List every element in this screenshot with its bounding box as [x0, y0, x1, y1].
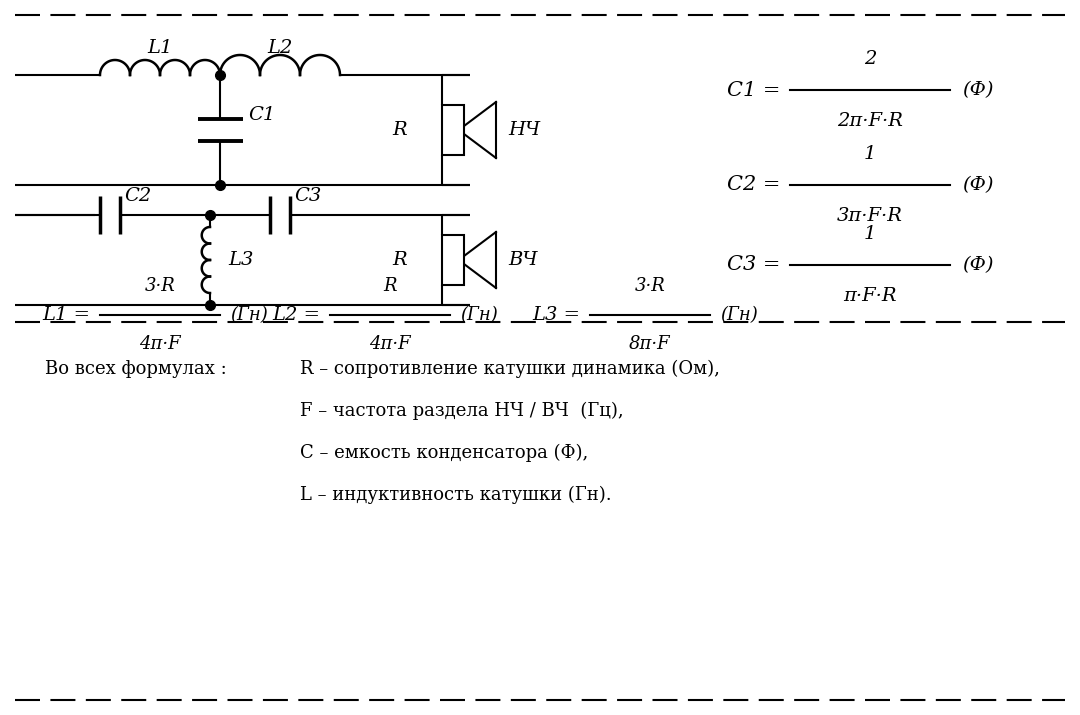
Text: R: R	[393, 251, 407, 269]
Text: ВЧ: ВЧ	[508, 251, 538, 269]
Bar	[442, 105, 464, 155]
Text: R – сопротивление катушки динамика (Ом),: R – сопротивление катушки динамика (Ом),	[300, 360, 720, 378]
Text: (Ф): (Ф)	[962, 256, 994, 274]
Text: L1 =: L1 =	[42, 306, 90, 324]
Text: 2π·F·R: 2π·F·R	[837, 112, 903, 130]
Text: 8π·F: 8π·F	[630, 335, 671, 353]
Text: 4π·F: 4π·F	[139, 335, 180, 353]
Text: 3·R: 3·R	[145, 277, 175, 295]
Text: Во всех формулах :: Во всех формулах :	[45, 360, 227, 378]
Text: C2 =: C2 =	[727, 175, 780, 194]
Text: L3 =: L3 =	[532, 306, 580, 324]
Text: (Гн): (Гн)	[720, 306, 758, 324]
Text: 2: 2	[864, 50, 876, 68]
Text: C1: C1	[248, 106, 275, 124]
Text: F – частота раздела НЧ / ВЧ  (Гц),: F – частота раздела НЧ / ВЧ (Гц),	[300, 402, 623, 420]
Text: 3π·F·R: 3π·F·R	[837, 207, 903, 225]
Text: π·F·R: π·F·R	[843, 287, 896, 305]
Text: 1: 1	[864, 225, 876, 243]
Text: L2 =: L2 =	[272, 306, 320, 324]
Text: R: R	[393, 121, 407, 139]
Text: R: R	[383, 277, 396, 295]
Text: C – емкость конденсатора (Ф),: C – емкость конденсатора (Ф),	[300, 444, 589, 463]
Text: (Гн): (Гн)	[460, 306, 498, 324]
Text: НЧ: НЧ	[508, 121, 540, 139]
Text: 4π·F: 4π·F	[369, 335, 410, 353]
Text: L3: L3	[228, 251, 254, 269]
Text: C2: C2	[124, 187, 151, 205]
Text: C3 =: C3 =	[727, 255, 780, 275]
Text: C3: C3	[294, 187, 321, 205]
Text: C1 =: C1 =	[727, 81, 780, 99]
Text: (Гн): (Гн)	[230, 306, 268, 324]
Text: (Ф): (Ф)	[962, 81, 994, 99]
Text: L – индуктивность катушки (Гн).: L – индуктивность катушки (Гн).	[300, 486, 611, 504]
Text: L1: L1	[147, 39, 173, 57]
Text: 3·R: 3·R	[635, 277, 665, 295]
Text: 1: 1	[864, 145, 876, 163]
Text: (Ф): (Ф)	[962, 176, 994, 194]
Bar	[442, 235, 464, 285]
Text: L2: L2	[268, 39, 293, 57]
